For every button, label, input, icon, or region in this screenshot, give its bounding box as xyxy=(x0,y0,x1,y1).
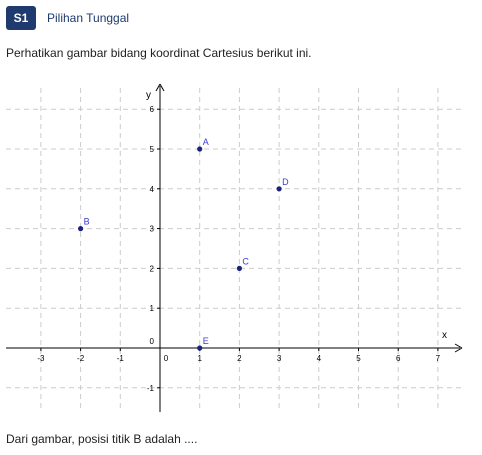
point-a xyxy=(197,146,203,152)
point-label-e: E xyxy=(203,336,209,346)
origin-y-label: 0 xyxy=(150,337,155,346)
y-tick-label: 6 xyxy=(150,105,155,114)
x-tick-label: 4 xyxy=(317,354,322,363)
point-label-c: C xyxy=(242,256,249,266)
y-tick-label: 3 xyxy=(150,225,155,234)
y-tick-label: 1 xyxy=(150,304,155,313)
x-tick-label: 6 xyxy=(396,354,401,363)
point-label-a: A xyxy=(203,137,209,147)
x-tick-label: -2 xyxy=(77,354,85,363)
y-axis-arrow xyxy=(155,83,165,92)
question-number-badge: S1 xyxy=(6,6,36,30)
x-axis-label: x xyxy=(442,330,447,341)
grid xyxy=(6,88,462,412)
x-tick-label: 2 xyxy=(237,354,242,363)
y-tick-label: 4 xyxy=(150,185,155,194)
point-b xyxy=(78,226,84,232)
y-tick-label: 2 xyxy=(150,264,155,273)
point-e xyxy=(197,345,203,351)
origin-x-label: 0 xyxy=(164,354,169,363)
cartesian-plane: x y -3 -2 -1 1 2 3 4 5 6 7 -1 1 2 3 4 5 6 00 A B C D E xyxy=(6,83,463,412)
x-tick-label: 7 xyxy=(436,354,441,363)
question-prompt: Perhatikan gambar bidang koordinat Carte… xyxy=(6,46,312,60)
points: A B C D E xyxy=(78,137,289,351)
x-tick-label: -3 xyxy=(37,354,45,363)
y-tick-label: 5 xyxy=(150,145,155,154)
point-d xyxy=(276,186,282,192)
tick-labels: x y -3 -2 -1 1 2 3 4 5 6 7 -1 1 2 3 4 5 6 00 xyxy=(37,90,447,393)
axes xyxy=(6,83,463,412)
point-label-b: B xyxy=(84,217,90,227)
y-axis-label: y xyxy=(146,90,151,101)
x-axis-arrow xyxy=(454,343,463,353)
x-tick-label: 3 xyxy=(277,354,282,363)
x-tick-label: 1 xyxy=(197,354,202,363)
question-type-label: Pilihan Tunggal xyxy=(47,11,130,25)
x-tick-label: 5 xyxy=(356,354,361,363)
point-label-d: D xyxy=(282,177,289,187)
point-c xyxy=(236,265,242,271)
x-tick-label: -1 xyxy=(117,354,125,363)
question-header: S1 Pilihan Tunggal xyxy=(6,6,129,30)
question-text: Dari gambar, posisi titik B adalah .... xyxy=(6,432,198,446)
y-tick-label: -1 xyxy=(147,384,155,393)
